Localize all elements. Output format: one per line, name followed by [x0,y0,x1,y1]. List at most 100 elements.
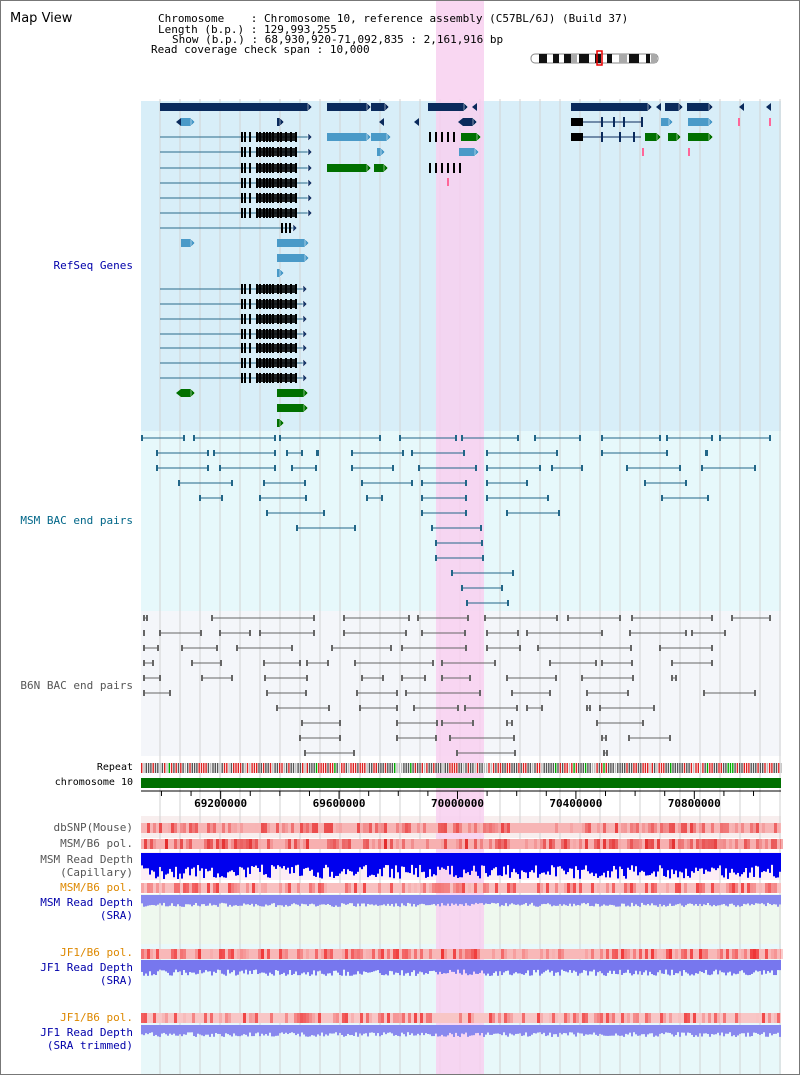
track-label-msm-bac[interactable]: MSM BAC end pairs [20,514,133,527]
depth-bar [167,1025,169,1036]
track-label-refseq[interactable]: RefSeq Genes [53,259,133,272]
heat-cell [255,1013,258,1023]
track-label-msm-depth-sra[interactable]: MSM Read Depth [40,896,133,909]
heat-cell [648,823,651,833]
repeat-element [644,763,647,773]
info-chromosome: Chromosome : Chromosome 10, reference as… [158,12,629,25]
depth-bar [475,960,477,974]
depth-bar [253,895,255,907]
repeat-element [768,763,771,773]
track-label-msm-b6-pol-sra[interactable]: MSM/B6 pol. [60,881,133,894]
depth-bar [579,895,581,906]
depth-bar [577,1025,579,1033]
depth-bar [611,853,613,872]
depth-bar [583,895,585,903]
depth-bar [431,895,433,905]
repeat-element [345,763,348,773]
depth-bar [767,960,769,972]
depth-bar [575,960,577,972]
gene-exon [641,117,643,127]
heat-cell [747,839,750,849]
msm-b6-pol-strip [141,839,783,849]
heat-cell [336,1013,339,1023]
track-label-jf1-b6-pol-trimmed[interactable]: JF1/B6 pol. [60,1011,133,1024]
repeat-element [426,763,428,773]
bac-end [506,675,508,681]
heat-cell [441,883,444,893]
depth-bar [767,895,769,903]
depth-bar [227,1025,229,1035]
bac-end [539,465,541,471]
track-label-msm-depth-capillary[interactable]: MSM Read Depth [40,853,133,866]
track-label-jf1-b6-pol[interactable]: JF1/B6 pol. [60,946,133,959]
depth-bar [513,960,515,974]
heat-cell [540,949,543,959]
depth-bar [173,853,175,878]
repeat-element [773,763,775,773]
depth-bar [515,895,517,905]
depth-bar [441,853,443,868]
depth-bar [763,960,765,971]
depth-bar [673,960,675,976]
depth-bar [373,1025,375,1033]
heat-cell [366,1013,369,1023]
heat-cell [597,883,600,893]
depth-bar [579,1025,581,1034]
heat-cell [717,839,720,849]
depth-bar [689,895,691,904]
depth-bar [621,853,623,870]
depth-bar [289,1025,291,1034]
depth-bar [229,960,231,974]
heat-cell [723,1013,726,1023]
depth-bar [779,960,781,971]
heat-cell [288,883,291,893]
depth-bar [403,960,405,976]
depth-bar [697,895,699,906]
depth-bar [353,960,355,975]
depth-bar [321,960,323,974]
depth-bar [333,1025,335,1034]
depth-bar [741,895,743,907]
depth-bar [679,1025,681,1037]
depth-bar [449,895,451,907]
repeat-element [191,763,193,773]
depth-bar [221,853,223,877]
bac-end [435,540,437,546]
depth-bar [559,1025,561,1033]
heat-cell [471,823,474,833]
heat-cell [264,823,267,833]
depth-bar [455,895,457,904]
depth-bar [773,960,775,976]
track-label-msm-b6-pol[interactable]: MSM/B6 pol. [60,837,133,850]
depth-bar [223,853,225,878]
depth-bar [567,853,569,873]
depth-bar [759,960,761,972]
bac-end [754,465,756,471]
depth-bar [281,895,283,906]
track-label-jf1-depth-trimmed[interactable]: JF1 Read Depth [40,1026,133,1039]
heat-cell [168,823,171,833]
ideogram-band [539,54,547,63]
depth-bar [281,853,283,869]
depth-bar [507,853,509,866]
heat-cell [657,839,660,849]
depth-bar [301,853,303,876]
depth-bar [385,1025,387,1035]
gene-exon [619,132,621,142]
depth-bar [731,895,733,904]
depth-bar [673,1025,675,1037]
heat-cell [324,949,327,959]
track-label-b6n-bac[interactable]: B6N BAC end pairs [20,679,133,692]
depth-bar [319,895,321,905]
track-label-jf1-depth[interactable]: JF1 Read Depth [40,961,133,974]
gene-exon [447,178,449,186]
depth-bar [775,1025,777,1034]
track-label-dbsnp[interactable]: dbSNP(Mouse) [53,821,133,834]
track-label-repeat[interactable]: Repeat [96,762,133,773]
heat-cell [354,949,357,959]
heat-cell [267,823,270,833]
depth-bar [665,895,667,907]
depth-bar [417,895,419,906]
ideogram-band [619,54,627,63]
